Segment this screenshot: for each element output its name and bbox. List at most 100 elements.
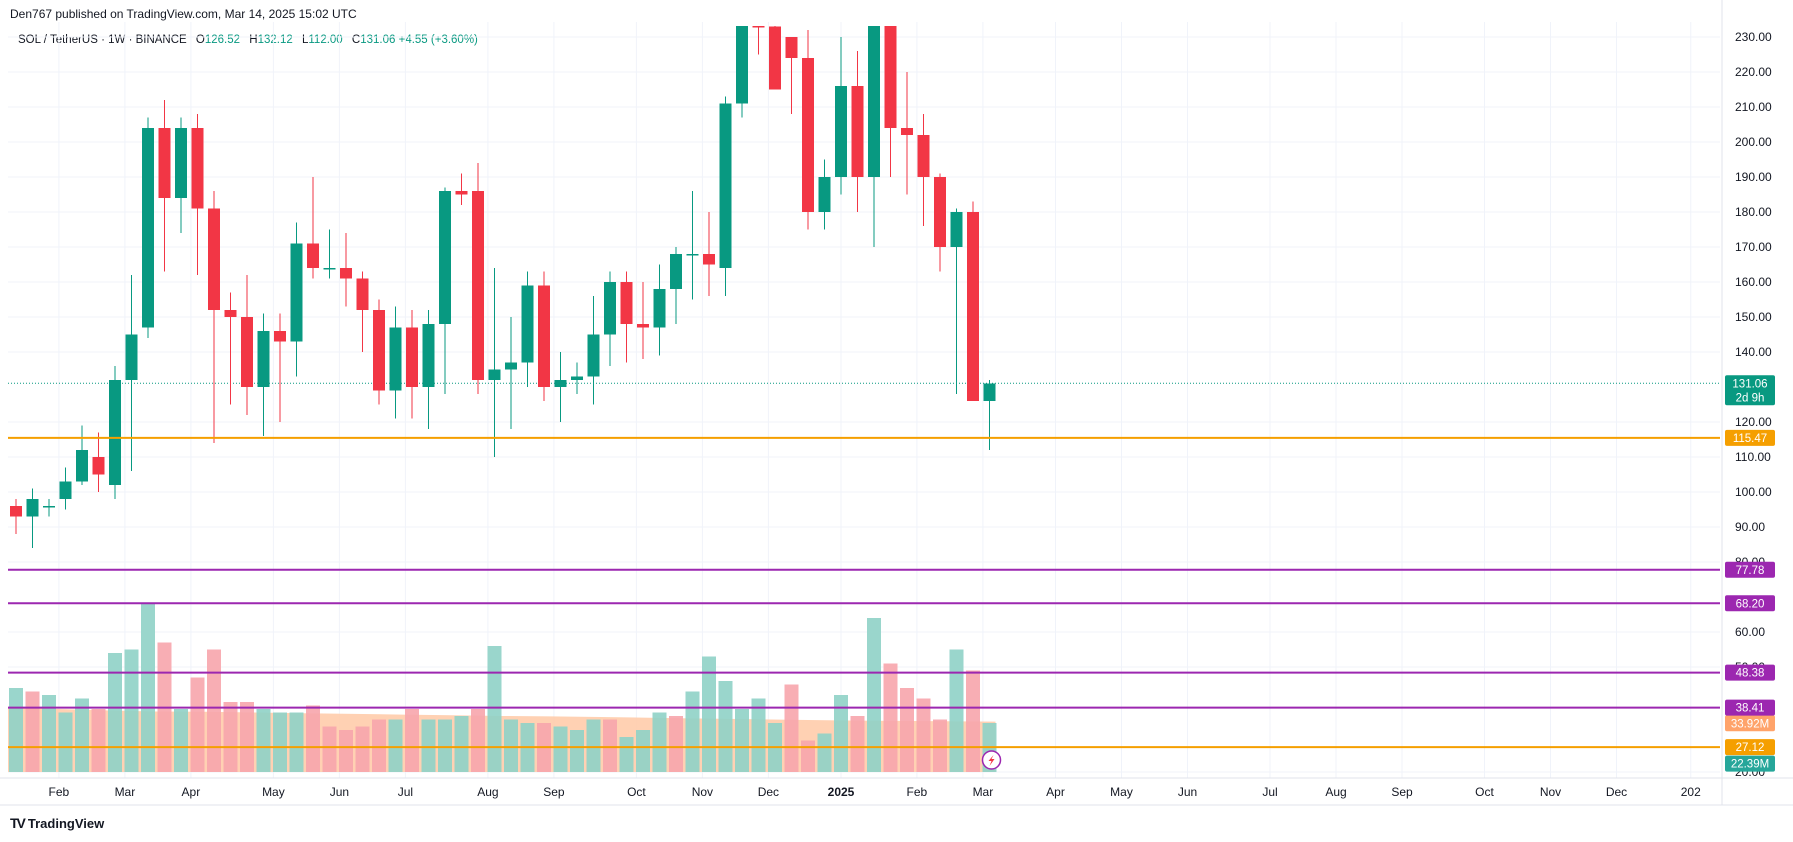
volume-bar <box>42 695 56 772</box>
candle-body <box>587 334 600 377</box>
volume-bar <box>174 709 188 772</box>
price-badge-label: 77.78 <box>1736 565 1765 577</box>
price-badge-label: 33.92M <box>1731 718 1769 730</box>
volume-bar <box>471 709 485 772</box>
price-badge <box>1725 561 1775 578</box>
time-tick-label: Oct <box>627 785 646 799</box>
time-tick-label: May <box>262 785 285 799</box>
volume-bar <box>685 691 700 772</box>
volume-bar <box>900 688 914 772</box>
volume-bar <box>58 712 73 772</box>
volume-bar <box>850 716 865 772</box>
candle-body <box>719 103 732 268</box>
volume-bar <box>504 719 518 772</box>
candle-body <box>142 128 154 328</box>
candle-body <box>224 310 237 317</box>
candle-body <box>604 282 616 335</box>
time-tick-label: Nov <box>692 785 713 799</box>
horizontal-levels <box>8 436 1720 749</box>
time-tick-label: Nov <box>1540 785 1561 799</box>
price-badge <box>1725 715 1775 732</box>
price-badge <box>1725 699 1775 716</box>
volume-bar <box>487 646 502 772</box>
volume-bar <box>834 695 848 772</box>
price-badge-label: 131.06 <box>1732 378 1767 390</box>
candle-body <box>175 128 187 198</box>
volume-bar <box>405 709 419 772</box>
candle-body <box>406 327 418 387</box>
volume-bar <box>916 698 931 772</box>
price-tick-label: 170.00 <box>1735 240 1772 254</box>
candle-body <box>307 243 319 268</box>
candle-body <box>59 481 72 499</box>
volume-bar <box>553 726 568 772</box>
candle-body <box>785 37 798 58</box>
candle-body <box>10 506 22 517</box>
price-badge <box>1725 664 1775 681</box>
candle-body <box>769 26 781 90</box>
volume-bar <box>438 719 452 772</box>
volume-bar <box>339 730 353 772</box>
open-label: O <box>195 34 205 46</box>
candle-body <box>901 128 913 135</box>
tradingview-brand: TradingView <box>27 815 105 831</box>
price-badge-label: 115.47 <box>1733 433 1767 445</box>
time-tick-label: Jun <box>330 785 349 799</box>
price-badge-label: 22.39M <box>1731 759 1769 771</box>
tradingview-logo[interactable]: TV TradingView <box>10 815 104 831</box>
candle-body <box>125 334 138 380</box>
candle-body <box>208 208 220 310</box>
tradingview-logo-icon: TV <box>10 815 26 831</box>
time-tick-label: 2025 <box>828 785 855 799</box>
volume-bar <box>256 709 271 772</box>
price-tick-label: 190.00 <box>1735 170 1772 184</box>
volume-bar <box>91 709 106 772</box>
volume-bar <box>454 716 469 772</box>
price-tick-label: 210.00 <box>1735 100 1772 114</box>
volume-bar <box>124 649 139 772</box>
candle-body <box>884 26 897 128</box>
candle-body <box>109 380 121 485</box>
candle-body <box>274 331 286 342</box>
price-tick-label: 100.00 <box>1735 485 1772 499</box>
candle-body <box>389 327 402 391</box>
candle-body <box>158 128 171 198</box>
volume-bar <box>966 670 980 772</box>
price-tick-label: 220.00 <box>1735 65 1772 79</box>
price-tick-label: 120.00 <box>1735 415 1772 429</box>
price-badges: 131.06 2d 9h 33.92M 22.39M 115.47 77.78 68.20 4… <box>981 375 1775 772</box>
volume-bar <box>75 698 89 772</box>
candle-body <box>950 212 963 247</box>
candle-body <box>505 362 517 370</box>
candle-body <box>26 499 39 517</box>
candle-body <box>967 212 979 401</box>
candle-body <box>488 369 501 380</box>
time-tick-label: Jun <box>1178 785 1197 799</box>
volume-bar <box>141 604 155 772</box>
price-tick-label: 160.00 <box>1735 275 1772 289</box>
price-tick-label: 140.00 <box>1735 345 1772 359</box>
candle-body <box>472 191 484 380</box>
volume-bar <box>240 702 254 772</box>
publisher-caption: Den767 published on TradingView.com, Mar… <box>10 7 357 21</box>
candle-body <box>538 285 550 387</box>
volume-bar <box>751 698 766 772</box>
price-badge-label: 48.38 <box>1736 668 1765 680</box>
volume-bar <box>867 618 881 772</box>
candle-body <box>686 254 699 256</box>
price-tick-label: 230.00 <box>1735 30 1772 44</box>
candle-body <box>653 289 666 328</box>
candle-body <box>290 243 303 342</box>
time-tick-label: May <box>1110 785 1133 799</box>
volume-bar <box>9 688 23 772</box>
candle-body <box>455 191 468 195</box>
volume-bar <box>190 677 205 772</box>
candle-body <box>637 324 649 328</box>
candle-body <box>76 450 88 482</box>
lightning-icon <box>988 755 995 766</box>
volume-bar <box>108 653 122 772</box>
candle-body <box>851 86 864 177</box>
candle-body <box>736 26 748 104</box>
candle-body <box>571 376 583 380</box>
